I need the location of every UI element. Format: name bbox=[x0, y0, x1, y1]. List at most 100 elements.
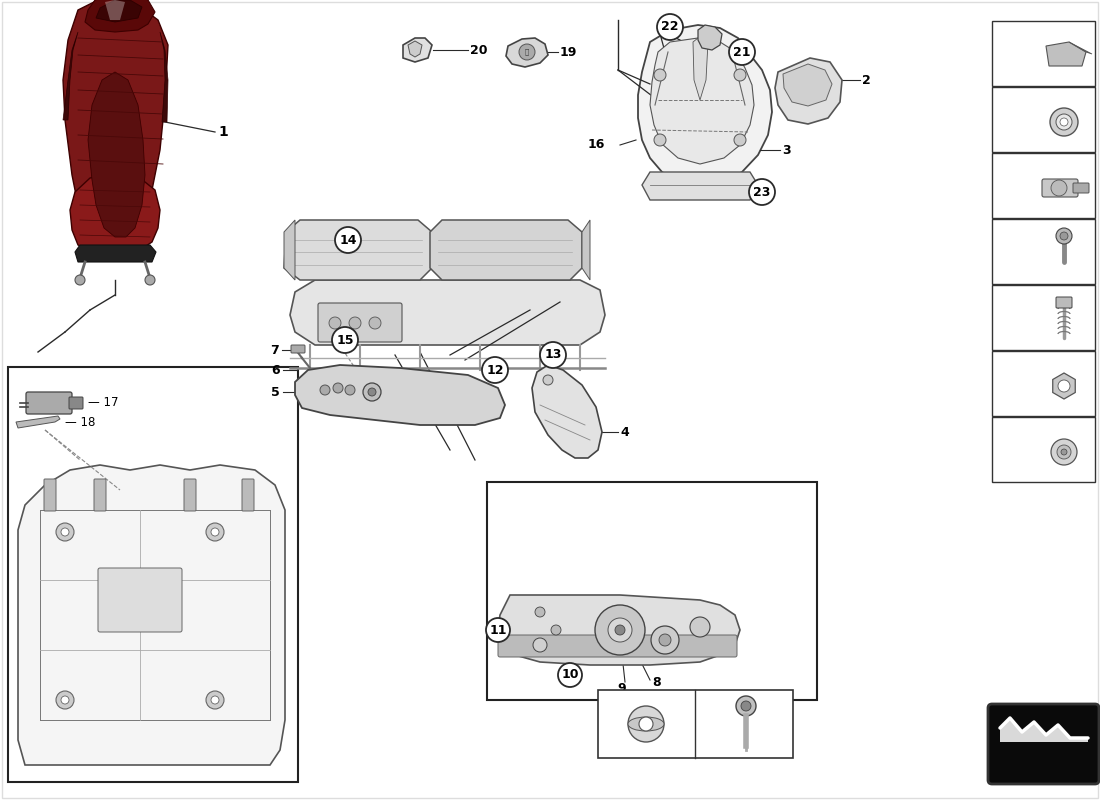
Circle shape bbox=[1058, 380, 1070, 392]
Polygon shape bbox=[430, 220, 582, 280]
Ellipse shape bbox=[628, 717, 664, 731]
Circle shape bbox=[659, 634, 671, 646]
Circle shape bbox=[368, 388, 376, 396]
Circle shape bbox=[654, 134, 666, 146]
Text: 13: 13 bbox=[999, 230, 1020, 245]
Text: 22: 22 bbox=[999, 98, 1021, 113]
Text: 3: 3 bbox=[782, 143, 791, 157]
Circle shape bbox=[1050, 108, 1078, 136]
Circle shape bbox=[741, 701, 751, 711]
Text: 12: 12 bbox=[486, 363, 504, 377]
Circle shape bbox=[734, 134, 746, 146]
Circle shape bbox=[535, 607, 544, 617]
FancyBboxPatch shape bbox=[1056, 297, 1072, 308]
Circle shape bbox=[60, 696, 69, 704]
Circle shape bbox=[75, 275, 85, 285]
Text: 16: 16 bbox=[587, 138, 605, 151]
Polygon shape bbox=[776, 58, 842, 124]
Text: 6: 6 bbox=[272, 363, 280, 377]
Circle shape bbox=[615, 625, 625, 635]
FancyBboxPatch shape bbox=[184, 479, 196, 511]
Text: 15: 15 bbox=[337, 334, 354, 346]
FancyBboxPatch shape bbox=[44, 479, 56, 511]
Polygon shape bbox=[650, 38, 754, 164]
Circle shape bbox=[1056, 114, 1072, 130]
Circle shape bbox=[145, 275, 155, 285]
Polygon shape bbox=[104, 0, 125, 20]
Text: — 18: — 18 bbox=[65, 417, 96, 430]
Polygon shape bbox=[693, 38, 708, 100]
Circle shape bbox=[1062, 449, 1067, 455]
Circle shape bbox=[345, 385, 355, 395]
Text: 12: 12 bbox=[999, 296, 1021, 311]
Circle shape bbox=[654, 69, 666, 81]
Polygon shape bbox=[642, 172, 758, 200]
FancyBboxPatch shape bbox=[318, 303, 402, 342]
Text: 881 01: 881 01 bbox=[1005, 750, 1080, 770]
Circle shape bbox=[56, 691, 74, 709]
Text: 2: 2 bbox=[862, 74, 871, 86]
FancyBboxPatch shape bbox=[992, 417, 1094, 482]
Circle shape bbox=[1056, 228, 1072, 244]
Polygon shape bbox=[1000, 718, 1088, 742]
Circle shape bbox=[336, 227, 361, 253]
Circle shape bbox=[734, 69, 746, 81]
Text: 22: 22 bbox=[661, 21, 679, 34]
Text: 13: 13 bbox=[544, 349, 562, 362]
Polygon shape bbox=[63, 0, 168, 252]
Text: 10: 10 bbox=[561, 669, 579, 682]
Circle shape bbox=[736, 696, 756, 716]
Text: ⬧: ⬧ bbox=[525, 49, 529, 55]
FancyBboxPatch shape bbox=[992, 153, 1094, 218]
Circle shape bbox=[333, 383, 343, 393]
Polygon shape bbox=[783, 64, 832, 106]
FancyBboxPatch shape bbox=[69, 397, 82, 409]
Text: 10: 10 bbox=[999, 428, 1020, 443]
FancyBboxPatch shape bbox=[598, 690, 793, 758]
FancyBboxPatch shape bbox=[292, 345, 305, 353]
Text: 19: 19 bbox=[560, 46, 578, 58]
Polygon shape bbox=[582, 220, 590, 280]
Circle shape bbox=[56, 523, 74, 541]
FancyBboxPatch shape bbox=[992, 285, 1094, 350]
Circle shape bbox=[206, 691, 224, 709]
Circle shape bbox=[329, 317, 341, 329]
Circle shape bbox=[749, 179, 775, 205]
Text: 11: 11 bbox=[999, 362, 1020, 377]
Text: 21: 21 bbox=[999, 164, 1021, 179]
Circle shape bbox=[363, 383, 381, 401]
Circle shape bbox=[332, 327, 358, 353]
Circle shape bbox=[1057, 445, 1071, 459]
Circle shape bbox=[60, 528, 69, 536]
Polygon shape bbox=[75, 245, 156, 262]
Text: 4: 4 bbox=[620, 426, 629, 438]
Polygon shape bbox=[506, 38, 548, 67]
Polygon shape bbox=[88, 72, 145, 237]
Text: 5: 5 bbox=[272, 386, 280, 398]
Circle shape bbox=[1050, 439, 1077, 465]
Polygon shape bbox=[63, 32, 78, 120]
Text: 8: 8 bbox=[652, 675, 661, 689]
Polygon shape bbox=[498, 595, 740, 665]
Polygon shape bbox=[160, 32, 168, 122]
Circle shape bbox=[1060, 232, 1068, 240]
FancyBboxPatch shape bbox=[988, 704, 1099, 784]
Text: 20: 20 bbox=[470, 43, 487, 57]
Text: 14: 14 bbox=[339, 234, 356, 246]
Text: 1: 1 bbox=[218, 125, 228, 139]
Circle shape bbox=[320, 385, 330, 395]
Circle shape bbox=[482, 357, 508, 383]
FancyBboxPatch shape bbox=[8, 367, 298, 782]
Text: 23: 23 bbox=[999, 32, 1021, 47]
FancyBboxPatch shape bbox=[1072, 183, 1089, 193]
Circle shape bbox=[211, 528, 219, 536]
Text: 9: 9 bbox=[617, 682, 626, 694]
FancyBboxPatch shape bbox=[98, 568, 182, 632]
Circle shape bbox=[551, 625, 561, 635]
Circle shape bbox=[657, 14, 683, 40]
Circle shape bbox=[206, 523, 224, 541]
Circle shape bbox=[534, 638, 547, 652]
Circle shape bbox=[540, 342, 566, 368]
Text: 14: 14 bbox=[701, 695, 718, 709]
FancyBboxPatch shape bbox=[992, 219, 1094, 284]
